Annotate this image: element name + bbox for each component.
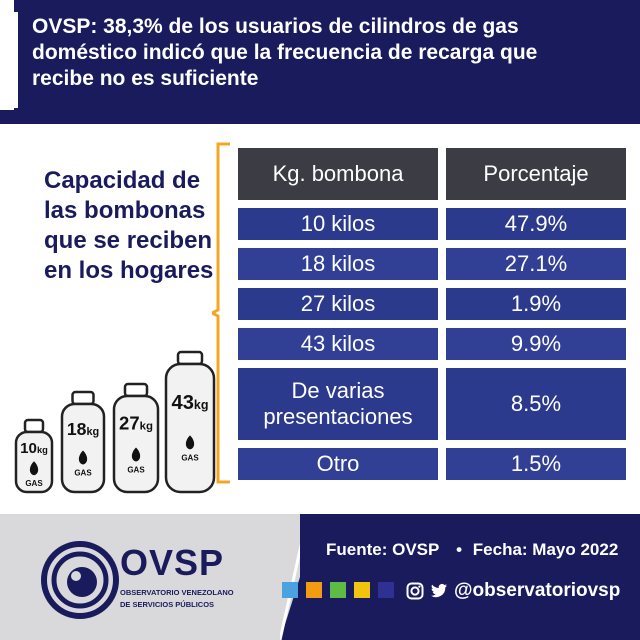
table-row: 18 kilos 27.1%: [238, 248, 626, 280]
cell-percentage: 47.9%: [446, 208, 626, 240]
cylinder-size-label: 43kg: [172, 392, 209, 414]
color-swatches: [282, 582, 402, 598]
cylinder-size-label: 10kg: [20, 440, 48, 457]
source-line: Fuente: OVSP • Fecha: Mayo 2022: [326, 540, 624, 560]
cell-percentage: 9.9%: [446, 328, 626, 360]
instagram-icon[interactable]: [406, 582, 424, 600]
header-accent-bar: [14, 12, 18, 108]
gas-label: GAS: [127, 466, 145, 475]
gas-label: GAS: [74, 469, 92, 478]
gas-label: GAS: [25, 479, 43, 488]
flame-icon: [185, 435, 195, 450]
side-title: Capacidad de las bombonas que se reciben…: [44, 167, 214, 284]
flame-icon: [29, 461, 39, 476]
cell-capacity: Otro: [238, 448, 438, 480]
gas-cylinder-43: 43kg GAS: [164, 350, 216, 494]
column-header-kg: Kg. bombona: [238, 148, 438, 200]
cell-percentage: 1.5%: [446, 448, 626, 480]
logo-wordmark: OVSP: [120, 542, 225, 583]
cell-capacity: 43 kilos: [238, 328, 438, 360]
header-banner: OVSP: 38,3% de los usuarios de cilindros…: [0, 0, 640, 124]
date-label: Fecha: Mayo 2022: [472, 540, 619, 559]
ovsp-logo-icon: [41, 541, 119, 619]
logo-subtitle-2: DE SERVICIOS PÚBLICOS: [120, 600, 215, 609]
twitter-icon[interactable]: [430, 582, 448, 600]
gas-label: GAS: [181, 453, 199, 462]
footer-logo-panel: [0, 514, 300, 640]
logo-subtitle-1: OBSERVATORIO VENEZOLANO: [120, 588, 234, 597]
table-body: 10 kilos 47.9% 18 kilos 27.1% 27 kilos 1.9% 43…: [238, 208, 626, 480]
page-title: OVSP: 38,3% de los usuarios de cilindros…: [32, 15, 538, 90]
bracket-decoration: [212, 142, 230, 484]
color-swatch: [282, 582, 298, 598]
cell-capacity: 27 kilos: [238, 288, 438, 320]
flame-icon: [131, 447, 141, 462]
cell-percentage: 8.5%: [446, 368, 626, 440]
color-swatch: [330, 582, 346, 598]
color-swatch: [378, 582, 394, 598]
table-row: 27 kilos 1.9%: [238, 288, 626, 320]
gas-cylinder-10: 10kg GAS: [14, 418, 54, 494]
cell-percentage: 27.1%: [446, 248, 626, 280]
color-swatch: [306, 582, 322, 598]
handle-text[interactable]: @observatoriovsp: [454, 580, 621, 601]
source-label: Fuente: OVSP: [326, 540, 440, 559]
social-handle[interactable]: @observatoriovsp: [406, 580, 620, 602]
flame-icon: [78, 450, 88, 465]
table-row: De varias presentaciones 8.5%: [238, 368, 626, 440]
cell-capacity: 18 kilos: [238, 248, 438, 280]
color-swatch: [354, 582, 370, 598]
footer-info-panel: [300, 514, 640, 640]
data-table: Kg. bombona Porcentaje 10 kilos 47.9% 18 k…: [238, 148, 626, 488]
header-notch: [0, 0, 14, 110]
cell-capacity: De varias presentaciones: [238, 368, 438, 440]
table-row: 43 kilos 9.9%: [238, 328, 626, 360]
table-header-row: Kg. bombona Porcentaje: [238, 148, 626, 200]
cell-percentage: 1.9%: [446, 288, 626, 320]
table-row: Otro 1.5%: [238, 448, 626, 480]
cell-capacity: 10 kilos: [238, 208, 438, 240]
column-header-percent: Porcentaje: [446, 148, 626, 200]
separator-dot: •: [456, 540, 463, 559]
table-row: 10 kilos 47.9%: [238, 208, 626, 240]
